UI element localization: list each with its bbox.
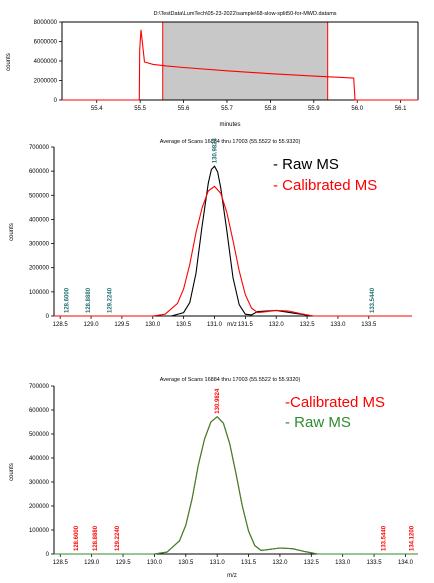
y-tick-label: 4000000: [34, 59, 58, 65]
legend-raw-ms: - Raw MS: [285, 414, 351, 431]
y-tick-label: 100000: [29, 528, 50, 534]
x-tick-label: 132.5: [304, 560, 320, 566]
spectrum-1-x-axis-label: m/z: [227, 322, 237, 328]
x-tick-label: 132.0: [272, 560, 288, 566]
peak-annotation: 128.6000: [74, 525, 80, 551]
peak-annotation: 128.6000: [64, 287, 70, 313]
peak-annotation: 128.8880: [93, 525, 99, 551]
tic-chart: D:\TestData\LumTech\05-23-2022\sample\68…: [6, 11, 419, 128]
spectrum-2-y-axis-label: counts: [9, 463, 15, 481]
x-tick-label: 129.0: [84, 560, 100, 566]
spectrum-chart-2: Average of Scans 16884 thru 17003 (55.55…: [9, 377, 418, 579]
peak-annotation: 130.9824: [215, 388, 221, 414]
y-tick-label: 0: [46, 314, 50, 320]
x-tick-label: 134.0: [398, 560, 414, 566]
x-tick-label: 129.0: [84, 322, 100, 328]
spectrum-1-y-axis-label: counts: [9, 223, 15, 241]
y-tick-label: 600000: [29, 169, 50, 175]
x-tick-label: 131.5: [238, 322, 254, 328]
y-tick-label: 400000: [29, 456, 50, 462]
spectrum-1-title: Average of Scans 16884 thru 17003 (55.55…: [160, 139, 301, 145]
peak-annotation: 128.8880: [86, 287, 92, 313]
legend-raw-ms: - Raw MS: [273, 156, 339, 173]
spectrum-2-x-axis-label: m/z: [227, 573, 237, 579]
x-tick-label: 55.9: [308, 106, 320, 112]
y-tick-label: 6000000: [34, 40, 58, 46]
tic-y-axis-label: counts: [6, 53, 12, 71]
x-tick-label: 132.5: [300, 322, 316, 328]
y-tick-label: 600000: [29, 408, 50, 414]
peak-annotation: 130.9824: [213, 138, 219, 164]
y-tick-label: 400000: [29, 217, 50, 223]
peak-annotation: 134.1200: [410, 525, 416, 551]
y-tick-label: 0: [46, 552, 50, 558]
y-tick-label: 700000: [29, 384, 50, 390]
x-tick-label: 130.5: [176, 322, 192, 328]
x-tick-label: 128.5: [53, 560, 69, 566]
y-tick-label: 8000000: [34, 20, 58, 26]
y-tick-label: 200000: [29, 504, 50, 510]
tic-x-axis-label: minutes: [219, 122, 240, 128]
y-tick-label: 200000: [29, 266, 50, 272]
x-tick-label: 131.0: [207, 322, 223, 328]
y-tick-label: 300000: [29, 480, 50, 486]
peak-annotation: 133.5440: [382, 525, 388, 551]
x-tick-label: 128.5: [53, 322, 69, 328]
x-tick-label: 130.0: [145, 322, 161, 328]
x-tick-label: 55.8: [265, 106, 277, 112]
x-tick-label: 129.5: [114, 322, 130, 328]
x-tick-label: 56.0: [351, 106, 363, 112]
x-tick-label: 133.5: [367, 560, 383, 566]
series-line-1: [54, 415, 418, 555]
selected-scan-range: [162, 21, 329, 101]
y-tick-label: 0: [54, 98, 58, 104]
peak-annotation: 133.5440: [370, 287, 376, 313]
peak-annotation: 129.2240: [115, 525, 121, 551]
spectrum-chart-1: Average of Scans 16884 thru 17003 (55.55…: [9, 138, 412, 328]
y-tick-label: 700000: [29, 145, 50, 151]
tic-chart-title: D:\TestData\LumTech\05-23-2022\sample\68…: [153, 11, 336, 17]
x-tick-label: 130.0: [147, 560, 163, 566]
y-tick-label: 100000: [29, 290, 50, 296]
x-tick-label: 133.0: [330, 322, 346, 328]
x-tick-label: 132.0: [269, 322, 285, 328]
x-tick-label: 55.4: [91, 106, 103, 112]
y-tick-label: 500000: [29, 193, 50, 199]
legend-calibrated-ms: - Calibrated MS: [273, 177, 377, 194]
y-tick-label: 2000000: [34, 79, 58, 85]
x-tick-label: 55.7: [221, 106, 233, 112]
x-tick-label: 55.6: [178, 106, 190, 112]
x-tick-label: 131.5: [241, 560, 257, 566]
series-line-1: [54, 185, 412, 317]
series-line-0: [54, 415, 418, 555]
legend-calibrated-ms: -Calibrated MS: [285, 394, 385, 411]
series-line-0: [62, 29, 418, 101]
x-tick-label: 131.0: [210, 560, 226, 566]
peak-annotation: 129.2240: [108, 287, 114, 313]
x-tick-label: 55.5: [134, 106, 146, 112]
x-tick-label: 133.5: [361, 322, 377, 328]
y-tick-label: 300000: [29, 242, 50, 248]
spectrum-2-title: Average of Scans 16884 thru 17003 (55.55…: [160, 377, 301, 383]
x-tick-label: 56.1: [395, 106, 407, 112]
x-tick-label: 129.5: [116, 560, 132, 566]
y-tick-label: 500000: [29, 432, 50, 438]
x-tick-label: 133.0: [335, 560, 351, 566]
x-tick-label: 130.5: [178, 560, 194, 566]
